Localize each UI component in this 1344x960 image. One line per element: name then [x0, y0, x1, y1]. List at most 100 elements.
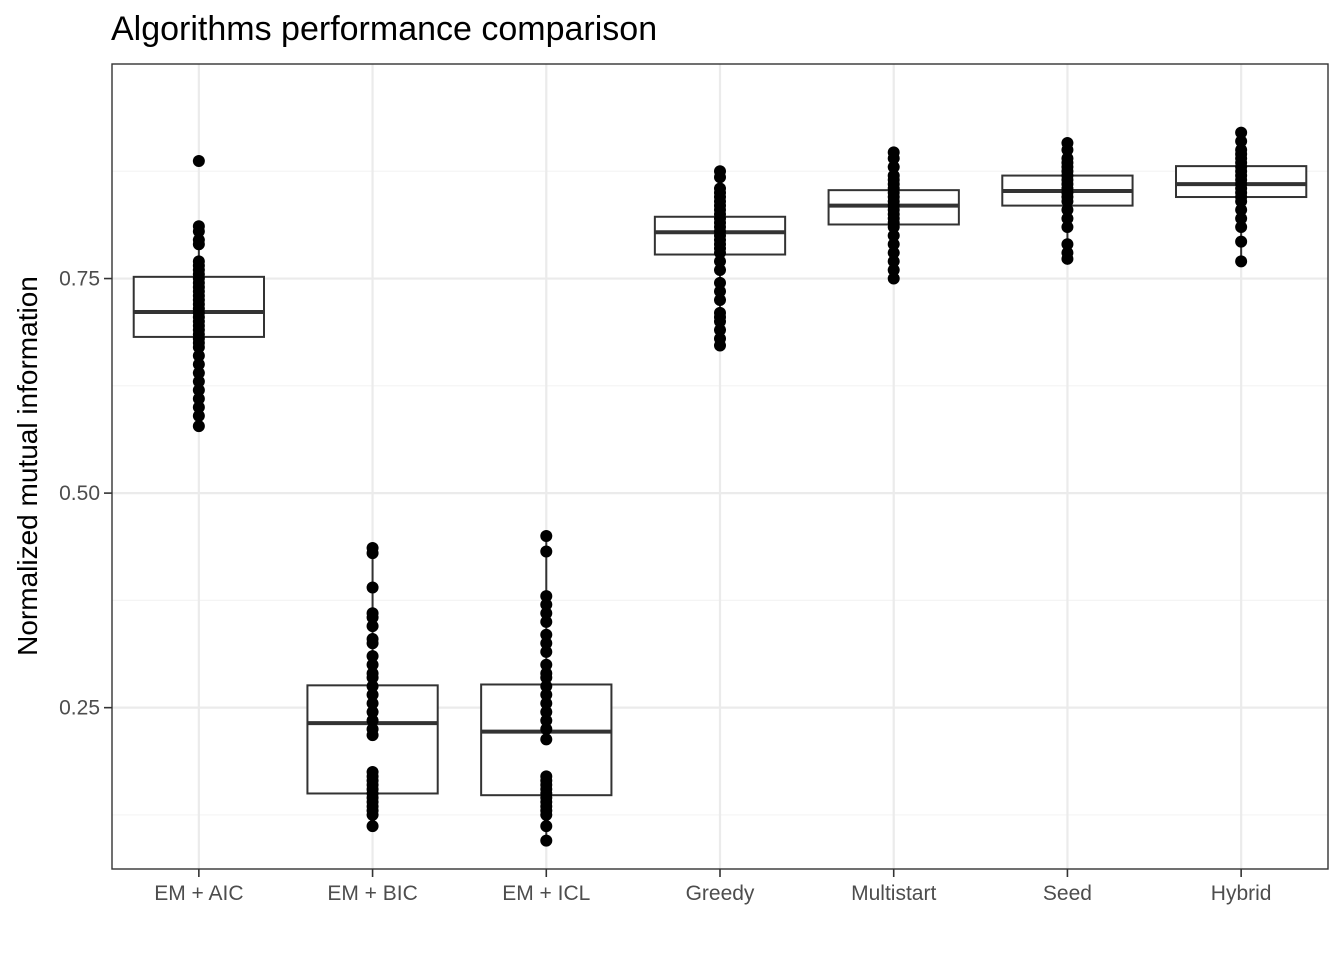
- data-point: [192, 154, 205, 167]
- y-axis: 0.25 0.50 0.75: [59, 268, 112, 720]
- data-point: [1235, 135, 1248, 148]
- data-point: [887, 238, 900, 251]
- points-multistart: [887, 146, 900, 285]
- data-point: [540, 697, 553, 710]
- data-point: [887, 229, 900, 242]
- data-point: [540, 705, 553, 718]
- x-tick-label: Greedy: [686, 882, 755, 905]
- data-point: [540, 733, 553, 746]
- data-point: [540, 645, 553, 658]
- data-point: [714, 263, 726, 276]
- data-point: [192, 220, 205, 233]
- data-point: [192, 366, 205, 379]
- data-point: [714, 276, 726, 289]
- x-tick-label: EM + BIC: [327, 882, 417, 905]
- x-tick-label: Seed: [1043, 882, 1092, 905]
- data-point: [1061, 152, 1074, 165]
- data-point: [540, 607, 553, 620]
- data-point: [192, 401, 205, 414]
- data-point: [366, 680, 379, 693]
- data-point: [1235, 143, 1248, 156]
- data-point: [366, 697, 379, 710]
- data-point: [1235, 221, 1248, 234]
- data-point: [1061, 203, 1074, 216]
- data-point: [366, 607, 379, 620]
- data-point: [540, 820, 553, 833]
- x-tick-label: Hybrid: [1211, 882, 1272, 905]
- points-em-bic: [366, 542, 379, 833]
- data-point: [1235, 126, 1248, 139]
- points-layer: [192, 126, 1248, 847]
- data-point: [366, 542, 379, 555]
- data-point: [714, 324, 726, 337]
- data-point: [540, 667, 553, 680]
- data-point: [714, 285, 726, 298]
- data-point: [887, 160, 900, 173]
- data-point: [714, 332, 726, 345]
- data-point: [192, 375, 205, 388]
- data-point: [540, 723, 553, 736]
- data-point: [714, 165, 726, 178]
- data-point: [1061, 246, 1074, 259]
- data-point: [540, 530, 553, 543]
- data-point: [366, 705, 379, 718]
- data-point: [192, 233, 205, 246]
- data-point: [366, 581, 379, 594]
- data-point: [366, 723, 379, 736]
- data-point: [366, 667, 379, 680]
- x-tick-label: EM + AIC: [154, 882, 243, 905]
- data-point: [887, 255, 900, 268]
- data-point: [887, 146, 900, 159]
- data-point: [366, 658, 379, 671]
- data-point: [540, 658, 553, 671]
- points-em-aic: [192, 154, 205, 433]
- points-em-icl: [540, 530, 553, 847]
- data-point: [540, 545, 553, 558]
- chart-title: Algorithms performance comparison: [111, 10, 657, 48]
- y-tick-label: 0.75: [59, 268, 100, 291]
- data-point: [1061, 221, 1074, 234]
- data-point: [192, 409, 205, 422]
- data-point: [366, 650, 379, 663]
- data-point: [714, 182, 726, 195]
- y-tick-label: 0.25: [59, 697, 100, 720]
- data-point: [887, 272, 900, 285]
- data-point: [366, 633, 379, 645]
- x-tick-label: Multistart: [851, 882, 936, 905]
- data-point: [540, 714, 553, 727]
- y-axis-label: Normalized mutual information: [12, 276, 43, 656]
- data-point: [714, 306, 726, 319]
- data-point: [887, 263, 900, 276]
- data-point: [192, 420, 205, 433]
- y-tick-label: 0.50: [59, 482, 100, 505]
- data-point: [192, 384, 205, 397]
- points-greedy: [714, 165, 726, 352]
- data-point: [540, 688, 553, 701]
- data-point: [714, 294, 726, 307]
- data-point: [540, 834, 553, 847]
- x-axis: EM + AIC EM + BIC EM + ICL Greedy Multistart…: [154, 869, 1271, 905]
- data-point: [366, 714, 379, 727]
- data-point: [1061, 136, 1074, 149]
- data-point: [192, 358, 205, 371]
- data-point: [1235, 255, 1248, 268]
- data-point: [540, 628, 553, 641]
- data-point: [887, 169, 900, 182]
- data-point: [887, 246, 900, 259]
- data-point: [366, 820, 379, 833]
- data-point: [366, 620, 379, 633]
- points-seed: [1061, 136, 1074, 265]
- data-point: [540, 680, 553, 693]
- points-hybrid: [1235, 126, 1248, 268]
- data-point: [540, 590, 553, 603]
- data-point: [192, 392, 205, 405]
- data-point: [1235, 203, 1248, 216]
- data-point: [540, 770, 553, 783]
- data-point: [540, 615, 553, 628]
- data-point: [192, 255, 205, 268]
- data-point: [1061, 212, 1074, 225]
- data-point: [540, 598, 553, 611]
- data-point: [714, 255, 726, 268]
